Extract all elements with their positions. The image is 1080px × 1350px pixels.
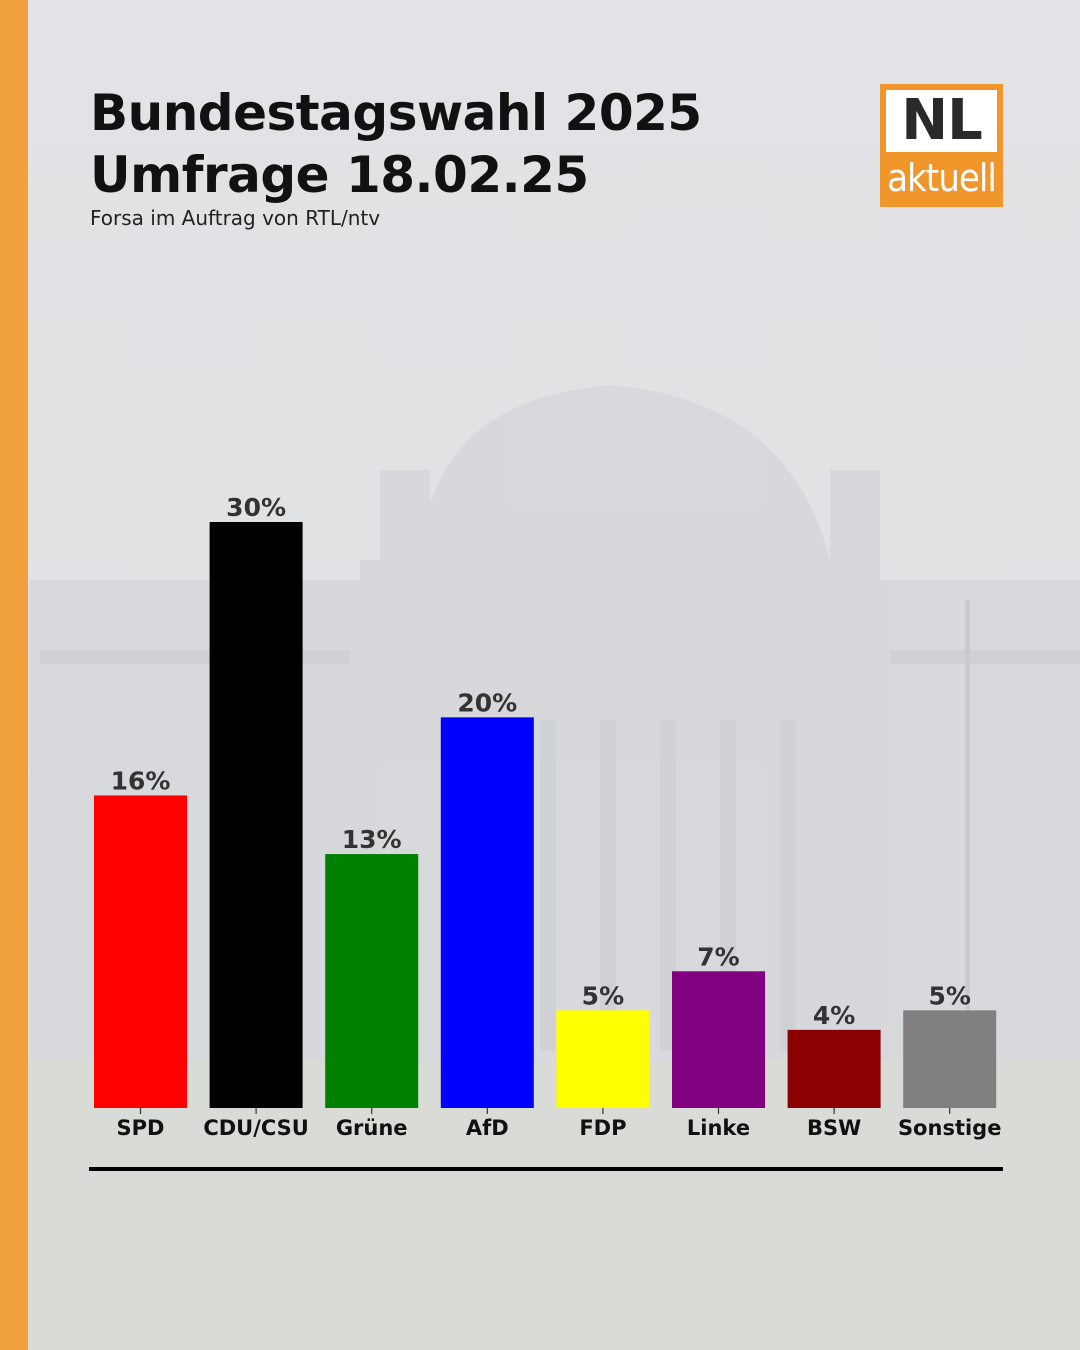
category-label: BSW	[807, 1116, 861, 1140]
subtitle: Forsa im Auftrag von RTL/ntv	[90, 206, 381, 230]
logo-bottom-text: aktuell	[887, 156, 997, 200]
title-line-2: Umfrage 18.02.25	[90, 146, 589, 204]
bar-bsw	[787, 1029, 881, 1108]
data-label: 5%	[928, 981, 970, 1010]
bar-cdu-csu	[209, 522, 303, 1108]
category-label: CDU/CSU	[203, 1116, 309, 1140]
category-label: Grüne	[336, 1116, 408, 1140]
logo-top-text: NL	[886, 90, 997, 152]
bar-gr-ne	[325, 854, 419, 1108]
category-label: SPD	[117, 1116, 165, 1140]
category-label: AfD	[466, 1116, 509, 1140]
data-label: 30%	[226, 493, 286, 522]
data-label: 5%	[582, 981, 624, 1010]
bar-linke	[672, 971, 765, 1108]
data-label: 4%	[813, 1001, 855, 1030]
page-title: Bundestagswahl 2025 Umfrage 18.02.25	[90, 82, 702, 206]
bottom-divider	[89, 1167, 1003, 1171]
data-label: 20%	[457, 688, 517, 717]
data-label: 13%	[342, 825, 402, 854]
category-label: Sonstige	[898, 1116, 1002, 1140]
nl-aktuell-logo: NL aktuell	[880, 84, 1003, 207]
title-line-1: Bundestagswahl 2025	[90, 84, 702, 142]
bar-spd	[94, 795, 187, 1108]
data-label: 16%	[111, 766, 171, 795]
bar-sonstige	[903, 1010, 997, 1108]
bar-afd	[440, 717, 534, 1108]
accent-stripe	[0, 0, 28, 1350]
bar-fdp	[556, 1010, 650, 1108]
category-label: FDP	[579, 1116, 626, 1140]
data-label: 7%	[697, 942, 739, 971]
category-label: Linke	[687, 1116, 750, 1140]
